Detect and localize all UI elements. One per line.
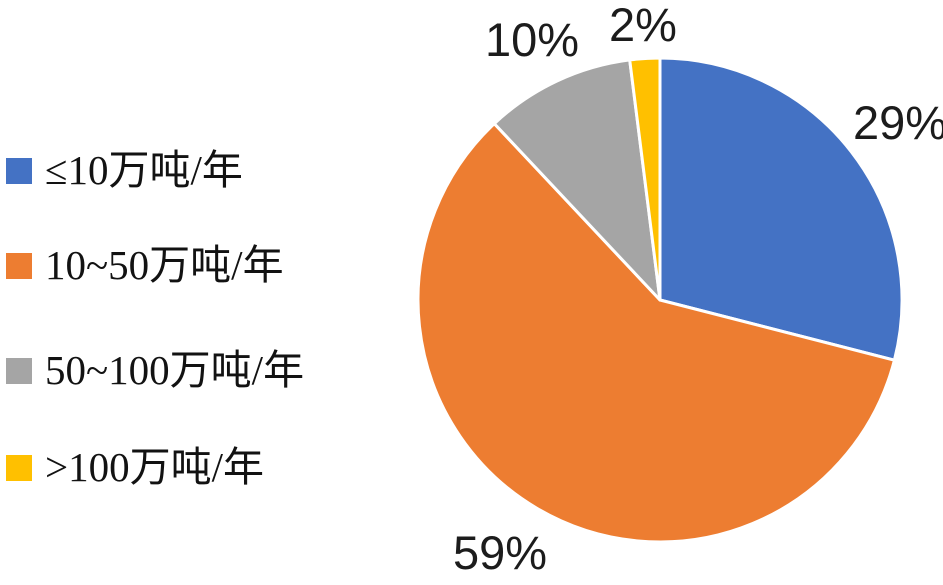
pie-slice-3 <box>628 56 662 302</box>
legend-label-50-100: 50~100万吨/年 <box>45 347 305 394</box>
pie-label-gray-10: 10% <box>484 13 580 66</box>
pie-svg <box>416 56 904 544</box>
legend-item-le10: ≤10万吨/年 <box>6 145 243 197</box>
legend-label-le10: ≤10万吨/年 <box>45 147 243 194</box>
legend-swatch-gray-icon <box>6 358 32 384</box>
legend-label-10-50: 10~50万吨/年 <box>45 242 284 289</box>
pie-slice-0 <box>658 56 904 362</box>
legend-swatch-orange-icon <box>6 253 32 279</box>
legend-item-10-50: 10~50万吨/年 <box>6 240 284 292</box>
pie-label-yellow-2: 2% <box>609 0 677 51</box>
legend-item-gt100: >100万吨/年 <box>6 442 264 494</box>
legend-label-gt100: >100万吨/年 <box>45 444 265 491</box>
pie-label-blue-29: 29% <box>852 96 943 149</box>
pie-slice-1 <box>416 122 896 544</box>
legend-item-50-100: 50~100万吨/年 <box>6 345 304 397</box>
pie-slice-2 <box>492 58 662 302</box>
legend-swatch-yellow-icon <box>6 455 32 481</box>
pie-label-orange-59: 59% <box>452 526 548 579</box>
legend-swatch-blue-icon <box>6 158 32 184</box>
